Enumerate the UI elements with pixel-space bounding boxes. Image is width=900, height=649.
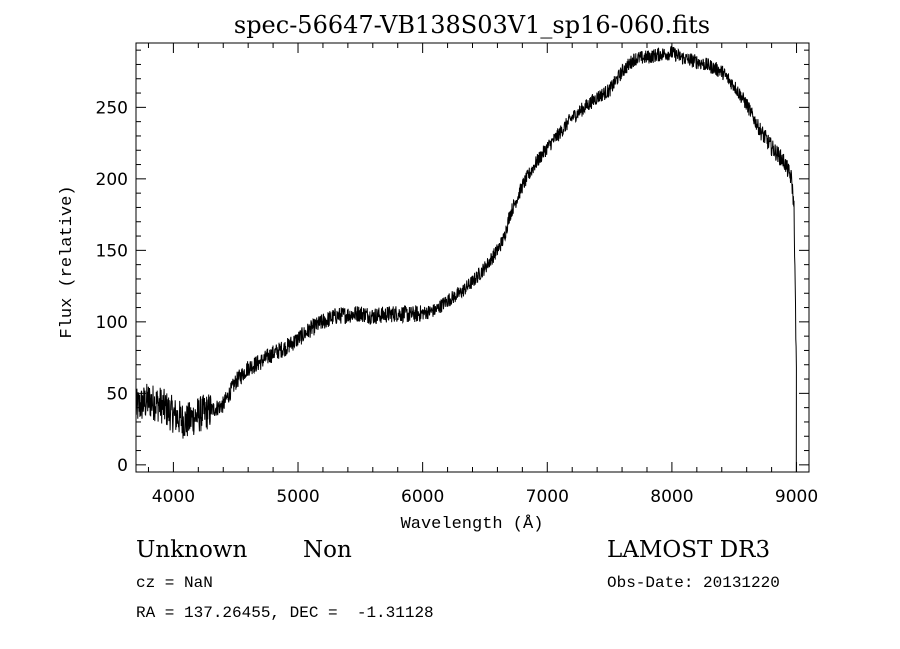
x-tick-label: 7000 [526,487,569,507]
x-tick-label: 4000 [152,487,195,507]
y-tick-label: 150 [96,241,128,261]
x-tick-label: 9000 [775,487,818,507]
annotation-survey: LAMOST DR3 [607,537,771,563]
annotation-cz: cz = NaN [136,574,213,592]
y-tick-label: 200 [96,170,128,190]
annotation-object-type: Unknown [136,537,248,563]
x-tick-label: 5000 [276,487,319,507]
y-tick-label: 0 [117,456,128,476]
x-axis-label: Wavelength (Å) [401,515,544,534]
spectrum-line [135,45,797,473]
plot-frame [135,42,810,473]
x-tick-label: 8000 [650,487,693,507]
y-axis-label: Flux (relative) [58,185,77,338]
y-tick-label: 250 [96,98,128,118]
chart-title: spec-56647-VB138S03V1_sp16-060.fits [234,11,710,39]
x-tick-label: 6000 [401,487,444,507]
annotation-radec: RA = 137.26455, DEC = -1.31128 [136,604,434,622]
annotation-obs-date: Obs-Date: 20131220 [607,574,780,592]
y-tick-label: 50 [106,384,128,404]
annotation-subtype: Non [303,537,352,563]
y-tick-label: 100 [96,313,128,333]
